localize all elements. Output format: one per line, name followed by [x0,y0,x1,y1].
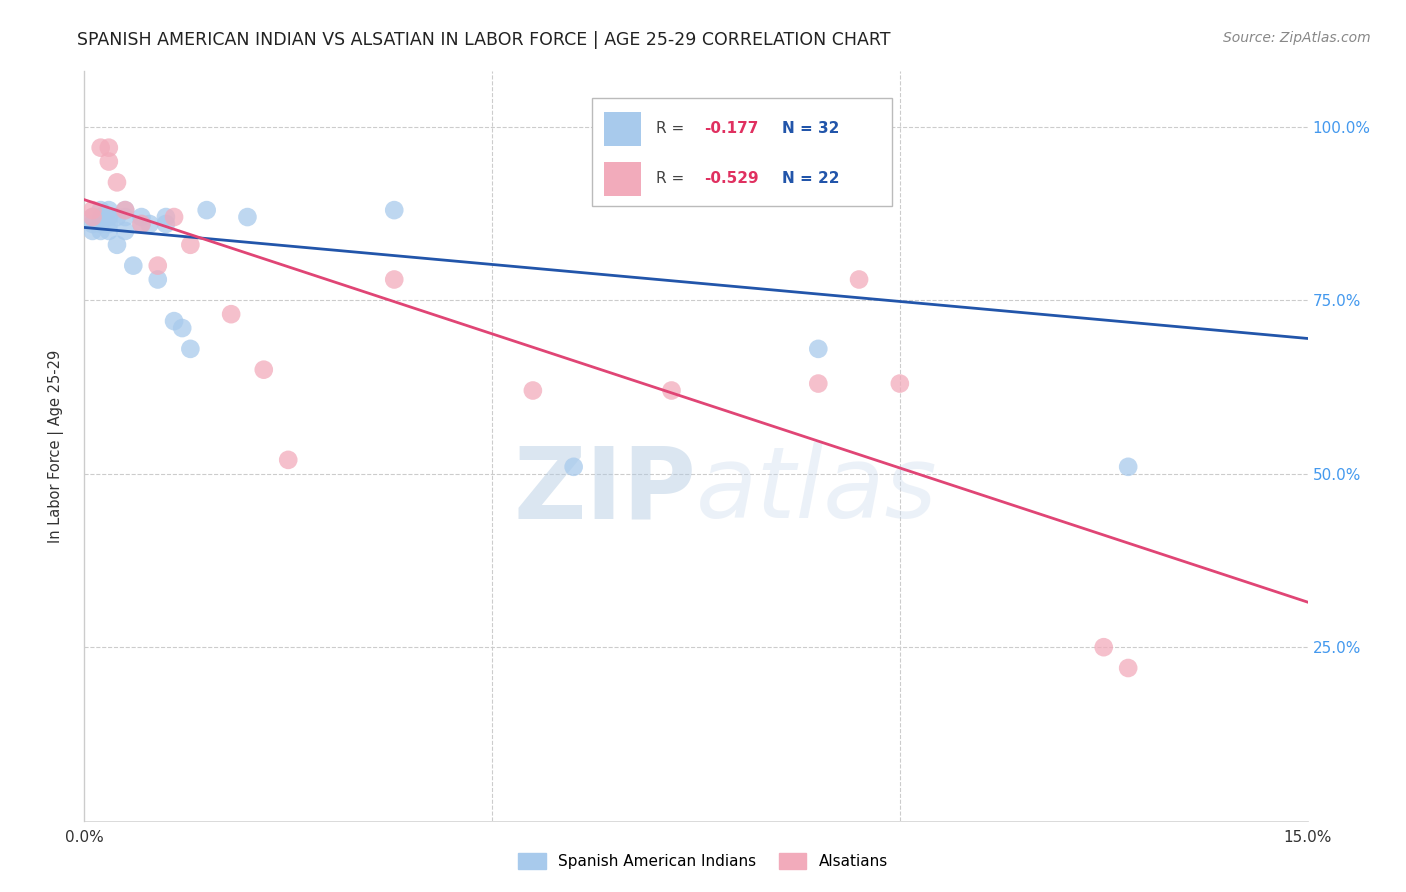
Text: atlas: atlas [696,442,938,540]
Text: -0.177: -0.177 [704,121,759,136]
Point [138,217,160,231]
Point [97,203,120,218]
Point [97,217,120,231]
Point [90,203,112,218]
Point [114,203,136,218]
Point [122,259,145,273]
Point [131,217,153,231]
FancyBboxPatch shape [605,112,641,145]
Point [90,217,112,231]
Point [522,384,544,398]
Point [155,210,177,224]
Text: R =: R = [655,171,689,186]
Point [236,210,259,224]
Point [807,376,830,391]
Text: N = 22: N = 22 [782,171,839,186]
Text: -0.529: -0.529 [704,171,759,186]
Point [1116,661,1139,675]
Point [277,453,299,467]
Point [82,224,104,238]
Point [1116,459,1139,474]
Point [889,376,911,391]
Point [382,272,405,286]
Point [90,141,112,155]
Point [90,224,112,238]
Text: N = 32: N = 32 [782,121,839,136]
Point [82,210,104,224]
Point [661,384,683,398]
FancyBboxPatch shape [605,162,641,196]
Point [131,210,153,224]
Point [163,210,186,224]
Point [219,307,242,321]
Point [146,259,169,273]
Point [807,342,830,356]
Point [97,154,120,169]
Point [97,210,120,224]
Point [131,217,153,231]
Point [1092,640,1115,655]
Text: SPANISH AMERICAN INDIAN VS ALSATIAN IN LABOR FORCE | AGE 25-29 CORRELATION CHART: SPANISH AMERICAN INDIAN VS ALSATIAN IN L… [77,31,891,49]
Point [114,203,136,218]
FancyBboxPatch shape [592,97,891,206]
Point [97,224,120,238]
Text: ZIP: ZIP [513,442,696,540]
Point [382,203,405,218]
Point [90,210,112,224]
Legend: Spanish American Indians, Alsatians: Spanish American Indians, Alsatians [512,847,894,875]
Point [97,141,120,155]
Point [163,314,186,328]
Point [114,210,136,224]
Point [253,362,276,376]
Point [82,210,104,224]
Text: R =: R = [655,121,689,136]
Point [146,272,169,286]
Y-axis label: In Labor Force | Age 25-29: In Labor Force | Age 25-29 [48,350,63,542]
Point [562,459,585,474]
Point [155,217,177,231]
Text: Source: ZipAtlas.com: Source: ZipAtlas.com [1223,31,1371,45]
Point [172,321,194,335]
Point [82,203,104,218]
Point [114,224,136,238]
Point [105,210,128,224]
Point [82,217,104,231]
Point [179,237,201,252]
Point [848,272,870,286]
Point [195,203,218,218]
Point [105,175,128,189]
Point [179,342,201,356]
Point [105,237,128,252]
